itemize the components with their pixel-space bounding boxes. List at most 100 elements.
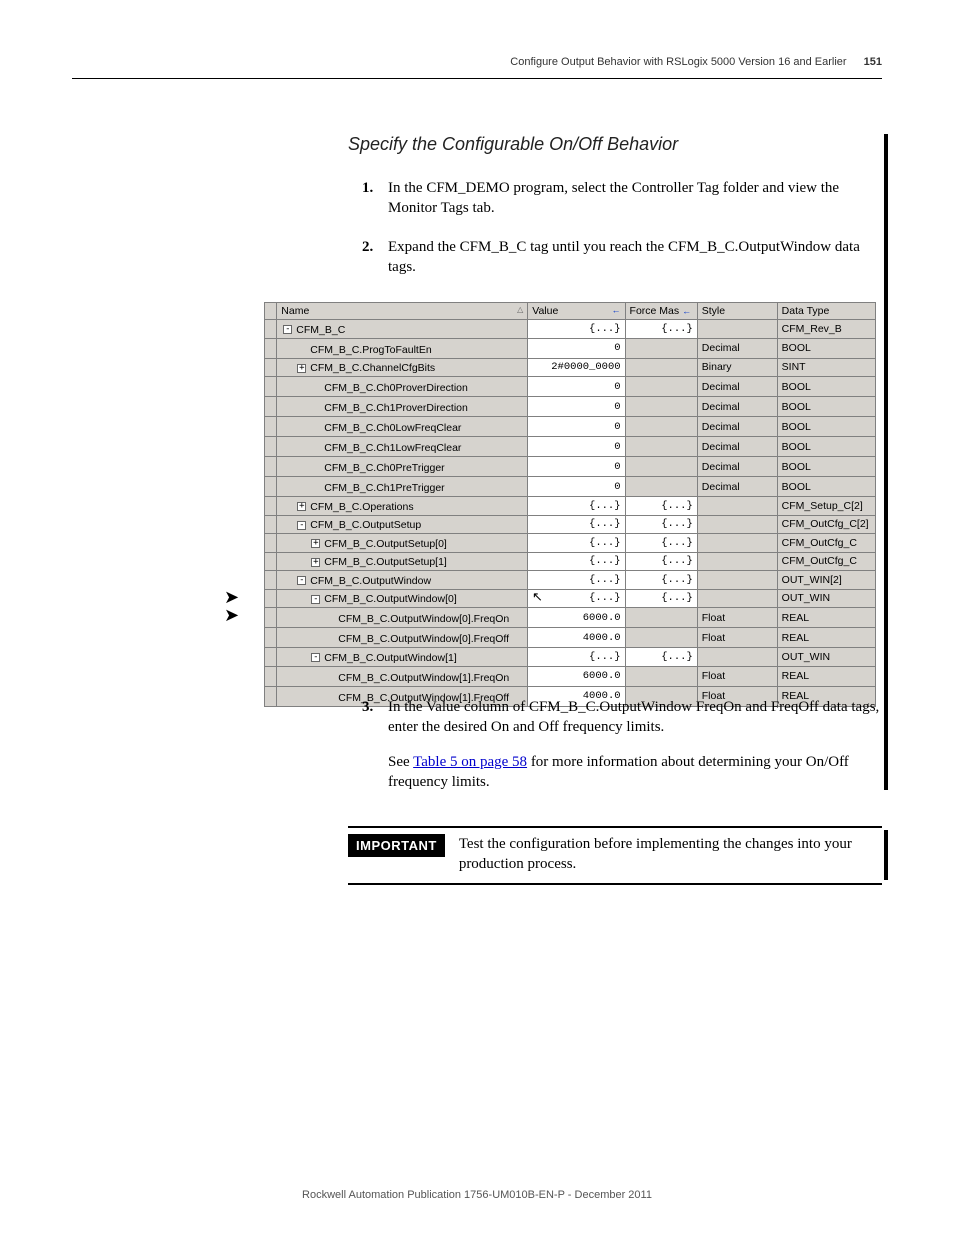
table-row[interactable]: CFM_B_C.OutputWindow[0].FreqOff4000.0 Flo… — [265, 628, 876, 648]
cell-value[interactable]: {...} — [528, 589, 625, 608]
cell-force[interactable]: {...} — [625, 497, 697, 516]
cell-name[interactable]: -CFM_B_C — [277, 320, 528, 339]
cell-style[interactable]: Decimal — [697, 477, 777, 497]
table-row[interactable]: CFM_B_C.OutputWindow[0].FreqOn6000.0 Floa… — [265, 608, 876, 628]
row-selector[interactable] — [265, 571, 277, 590]
cell-force[interactable] — [625, 338, 697, 358]
cell-style[interactable]: Decimal — [697, 377, 777, 397]
row-selector[interactable] — [265, 648, 277, 667]
cell-style[interactable]: Decimal — [697, 437, 777, 457]
table-row[interactable]: -CFM_B_C.OutputWindow[1]{...}{...}OUT_WI… — [265, 648, 876, 667]
tags-table[interactable]: Name △ Value ← Force Mas ← Style Data Ty… — [264, 302, 876, 707]
cell-name[interactable]: -CFM_B_C.OutputWindow[1] — [277, 648, 528, 667]
row-selector[interactable] — [265, 666, 277, 686]
row-selector[interactable] — [265, 628, 277, 648]
cell-name[interactable]: +CFM_B_C.OutputSetup[1] — [277, 552, 528, 571]
table-row[interactable]: CFM_B_C.ProgToFaultEn0DecimalBOOL — [265, 338, 876, 358]
cell-style[interactable]: Float — [697, 628, 777, 648]
row-selector[interactable] — [265, 552, 277, 571]
col-type[interactable]: Data Type — [777, 303, 875, 320]
collapse-icon[interactable]: - — [311, 653, 320, 662]
cell-value[interactable]: 0 — [528, 397, 625, 417]
expand-icon[interactable]: + — [297, 502, 306, 511]
cell-style[interactable] — [697, 320, 777, 339]
cell-value[interactable]: 4000.0 — [528, 628, 625, 648]
cell-value[interactable]: 0 — [528, 437, 625, 457]
cell-value[interactable]: 0 — [528, 457, 625, 477]
cell-name[interactable]: CFM_B_C.ProgToFaultEn — [277, 338, 528, 358]
cell-force[interactable] — [625, 628, 697, 648]
table-row[interactable]: +CFM_B_C.Operations{...}{...}CFM_Setup_C… — [265, 497, 876, 516]
collapse-icon[interactable]: - — [297, 576, 306, 585]
cell-force[interactable]: {...} — [625, 571, 697, 590]
cell-value[interactable]: {...} — [528, 571, 625, 590]
col-force[interactable]: Force Mas ← — [625, 303, 697, 320]
cell-value[interactable]: 0 — [528, 377, 625, 397]
cell-name[interactable]: -CFM_B_C.OutputWindow[0] — [277, 589, 528, 608]
table-row[interactable]: -CFM_B_C.OutputWindow{...}{...}OUT_WIN[2… — [265, 571, 876, 590]
table-row[interactable]: CFM_B_C.Ch1ProverDirection0DecimalBOOL — [265, 397, 876, 417]
cell-style[interactable]: Decimal — [697, 417, 777, 437]
row-selector[interactable] — [265, 608, 277, 628]
row-selector[interactable] — [265, 358, 277, 377]
cell-value[interactable]: 0 — [528, 477, 625, 497]
expand-icon[interactable]: + — [311, 539, 320, 548]
cell-value[interactable]: {...} — [528, 648, 625, 667]
cell-style[interactable]: Float — [697, 666, 777, 686]
cell-name[interactable]: CFM_B_C.Ch0LowFreqClear — [277, 417, 528, 437]
cell-value[interactable]: {...} — [528, 515, 625, 534]
cell-value[interactable]: {...} — [528, 552, 625, 571]
cell-force[interactable] — [625, 666, 697, 686]
cell-value[interactable]: 6000.0 — [528, 608, 625, 628]
col-style[interactable]: Style — [697, 303, 777, 320]
cell-name[interactable]: CFM_B_C.OutputWindow[1].FreqOn — [277, 666, 528, 686]
table-row[interactable]: CFM_B_C.Ch0PreTrigger0DecimalBOOL — [265, 457, 876, 477]
table-row[interactable]: CFM_B_C.Ch1LowFreqClear0DecimalBOOL — [265, 437, 876, 457]
cell-value[interactable]: 0 — [528, 417, 625, 437]
table-row[interactable]: CFM_B_C.Ch1PreTrigger0DecimalBOOL — [265, 477, 876, 497]
cell-style[interactable]: Decimal — [697, 397, 777, 417]
cell-name[interactable]: +CFM_B_C.OutputSetup[0] — [277, 534, 528, 553]
expand-icon[interactable]: + — [311, 558, 320, 567]
cell-style[interactable]: Decimal — [697, 457, 777, 477]
cell-force[interactable] — [625, 608, 697, 628]
cell-force[interactable] — [625, 397, 697, 417]
cell-force[interactable]: {...} — [625, 320, 697, 339]
cell-style[interactable] — [697, 589, 777, 608]
cell-value[interactable]: 6000.0 — [528, 666, 625, 686]
col-name[interactable]: Name △ — [277, 303, 528, 320]
cell-value[interactable]: {...} — [528, 534, 625, 553]
cell-value[interactable]: 2#0000_0000 — [528, 358, 625, 377]
table-row[interactable]: -CFM_B_C.OutputWindow[0]{...}{...}OUT_WI… — [265, 589, 876, 608]
cell-name[interactable]: CFM_B_C.Ch0PreTrigger — [277, 457, 528, 477]
cell-name[interactable]: CFM_B_C.OutputWindow[0].FreqOn — [277, 608, 528, 628]
cell-force[interactable] — [625, 437, 697, 457]
cell-style[interactable]: Float — [697, 608, 777, 628]
cell-name[interactable]: CFM_B_C.Ch0ProverDirection — [277, 377, 528, 397]
cell-force[interactable]: {...} — [625, 534, 697, 553]
table-row[interactable]: -CFM_B_C{...}{...}CFM_Rev_B — [265, 320, 876, 339]
row-selector[interactable] — [265, 338, 277, 358]
table-row[interactable]: CFM_B_C.Ch0LowFreqClear0DecimalBOOL — [265, 417, 876, 437]
table-row[interactable]: +CFM_B_C.OutputSetup[0]{...}{...}CFM_Out… — [265, 534, 876, 553]
cell-force[interactable]: {...} — [625, 589, 697, 608]
cell-name[interactable]: CFM_B_C.OutputWindow[0].FreqOff — [277, 628, 528, 648]
row-selector[interactable] — [265, 457, 277, 477]
cell-name[interactable]: +CFM_B_C.ChannelCfgBits — [277, 358, 528, 377]
cell-value[interactable]: {...} — [528, 497, 625, 516]
cell-force[interactable] — [625, 358, 697, 377]
row-selector[interactable] — [265, 320, 277, 339]
expand-icon[interactable]: + — [297, 364, 306, 373]
cell-name[interactable]: CFM_B_C.Ch1ProverDirection — [277, 397, 528, 417]
row-selector[interactable] — [265, 437, 277, 457]
cell-style[interactable] — [697, 515, 777, 534]
cell-force[interactable] — [625, 457, 697, 477]
cell-force[interactable] — [625, 477, 697, 497]
row-selector[interactable] — [265, 589, 277, 608]
cell-style[interactable] — [697, 534, 777, 553]
col-value[interactable]: Value ← — [528, 303, 625, 320]
cell-style[interactable]: Decimal — [697, 338, 777, 358]
cell-name[interactable]: CFM_B_C.Ch1PreTrigger — [277, 477, 528, 497]
cell-value[interactable]: 0 — [528, 338, 625, 358]
cell-force[interactable] — [625, 417, 697, 437]
